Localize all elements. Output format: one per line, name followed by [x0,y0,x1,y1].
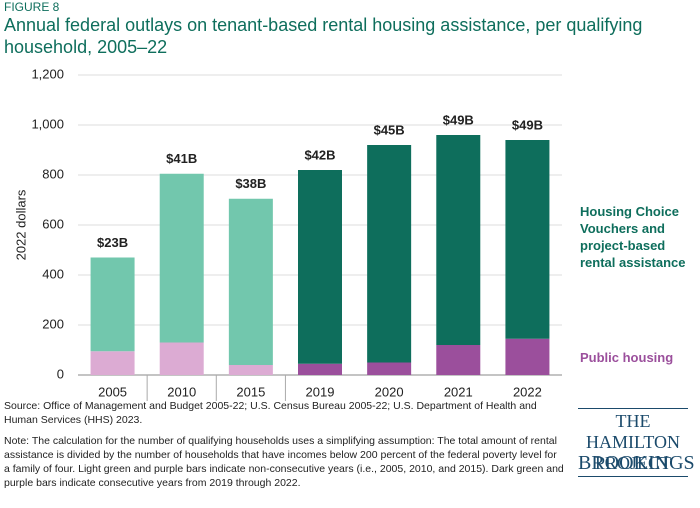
bar-label: $49B [512,117,543,132]
bar-segment [436,345,481,375]
bar-label: $41B [166,151,197,166]
bar-segment [367,145,412,363]
bar-segment [90,351,135,375]
chart-title: Annual federal outlays on tenant-based r… [4,15,643,57]
bar-segment [367,362,412,375]
bar-segment [159,342,204,375]
bar-segment [90,257,135,352]
legend-entry: Public housing [580,350,674,365]
x-tick-label: 2020 [375,384,404,399]
source: Source: Office of Management and Budget … [4,400,537,426]
bar-label: $38B [235,176,266,191]
bar-segment [228,365,273,375]
bar-segment [505,338,550,375]
logo: THE HAMILTON PROJECT [578,408,688,477]
bar-label: $42B [304,147,335,162]
logo: BROOKINGS [578,452,695,474]
figure-label: FIGURE 8 [4,0,60,14]
bar-segment [298,363,342,375]
y-tick-label: 600 [42,216,64,231]
x-tick-label: 2005 [98,384,127,399]
bar-segment [436,135,481,345]
x-tick-label: 2015 [236,384,265,399]
bar-segment [159,173,204,343]
legend-entry: Housing Choice Vouchers and project-base… [580,204,686,270]
x-tick-label: 2021 [444,384,473,399]
note: Note: The calculation for the number of … [4,435,564,489]
y-tick-label: 1,200 [31,66,64,81]
y-axis-label: 2022 dollars [13,189,28,260]
y-tick-label: 1,000 [31,116,64,131]
bar-label: $49B [443,112,474,127]
bar-segment [228,198,273,365]
y-tick-label: 0 [57,366,64,381]
x-tick-label: 2019 [306,384,335,399]
y-tick-label: 800 [42,166,64,181]
bar-label: $45B [374,122,405,137]
bar-segment [505,140,550,339]
x-tick-label: 2010 [167,384,196,399]
bar-segment [298,170,342,364]
y-tick-label: 400 [42,266,64,281]
x-tick-label: 2022 [513,384,542,399]
bar-label: $23B [97,235,128,250]
y-tick-label: 200 [42,316,64,331]
